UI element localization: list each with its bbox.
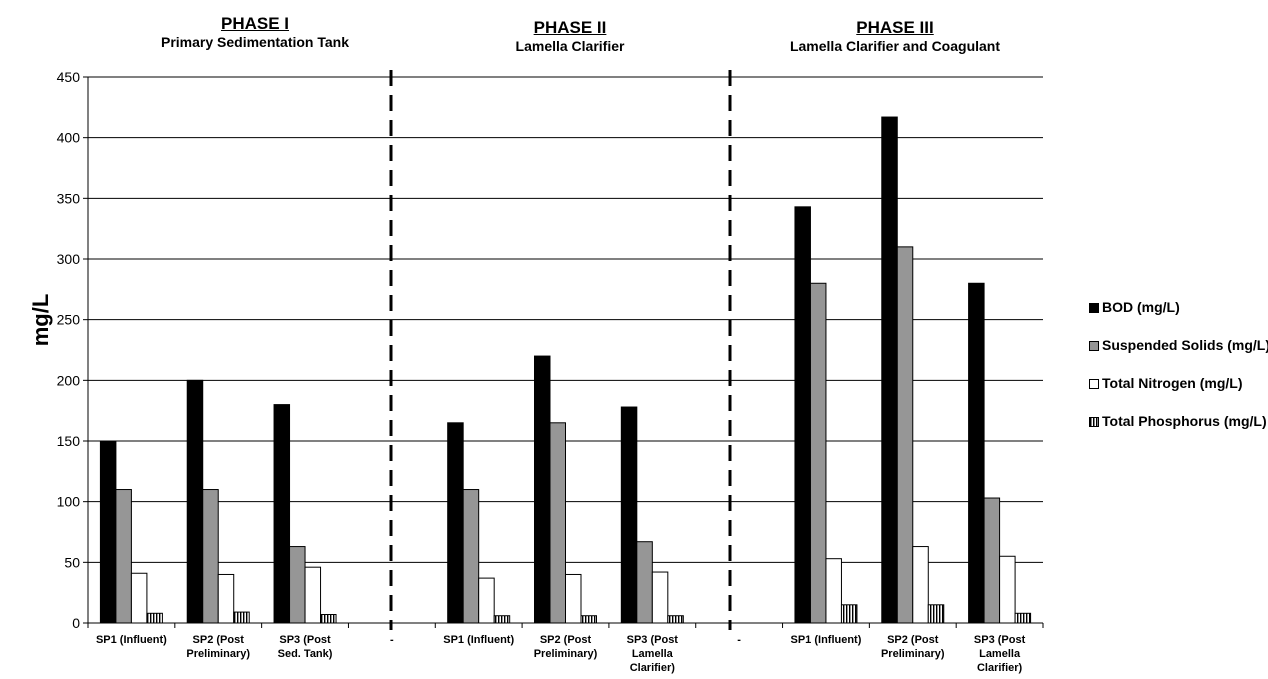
y-tick-label: 250	[57, 312, 81, 328]
legend-swatch-bod	[1089, 303, 1099, 313]
phase-2-heading: PHASE II	[533, 18, 607, 37]
bar-suspended-solids-mg-l-2	[289, 546, 306, 624]
bar-suspended-solids-mg-l-0	[115, 489, 132, 624]
bar-bod-mg-l-1	[186, 379, 204, 624]
x-category-label: SP1 (Influent)	[96, 634, 167, 646]
legend-swatch-total-phosphorus	[1089, 417, 1099, 427]
y-tick-label: 200	[57, 372, 81, 388]
bar-total-phosphorus-mg-l-10	[1014, 612, 1032, 624]
y-axis-label: mg/L	[28, 294, 53, 347]
y-tick-label: 450	[57, 69, 81, 85]
bar-total-phosphorus-mg-l-6	[667, 615, 684, 624]
bar-total-phosphorus-mg-l-9	[927, 604, 945, 624]
y-tick-label: 0	[72, 615, 80, 631]
axes: 0 50 100 150 200 250 300 350 400 450 SP1 (Influent…	[57, 69, 1044, 674]
legend-swatch-suspended-solids	[1089, 341, 1099, 351]
phase-dividers	[389, 70, 732, 630]
bar-bod-mg-l-2	[273, 404, 291, 624]
bar-total-nitrogen-mg-l-9	[912, 546, 929, 624]
phase-1-title: PHASE I Primary Sedimentation Tank	[90, 14, 420, 50]
bar-total-nitrogen-mg-l-1	[217, 573, 235, 624]
bar-suspended-solids-mg-l-4	[462, 489, 480, 624]
bars	[99, 116, 1032, 624]
x-category-label: SP3 (Post Sed. Tank)	[278, 634, 333, 660]
phase-3-title: PHASE III Lamella Clarifier and Coagulan…	[735, 18, 1055, 54]
x-category-label: SP2 (Post Preliminary)	[534, 634, 598, 660]
x-category-label: SP1 (Influent)	[443, 634, 514, 646]
x-category-label: -	[737, 634, 741, 646]
bar-bod-mg-l-10	[968, 282, 985, 624]
phase-2-subtitle: Lamella Clarifier	[515, 38, 625, 54]
legend-label-total-nitrogen: Total Nitrogen (mg/L)	[1102, 375, 1243, 391]
bar-suspended-solids-mg-l-10	[983, 497, 1001, 624]
bar-total-phosphorus-mg-l-2	[320, 614, 337, 624]
bar-total-phosphorus-mg-l-0	[146, 612, 163, 624]
legend-item-total-nitrogen: Total Nitrogen (mg/L)	[1089, 376, 1268, 400]
bar-suspended-solids-mg-l-6	[636, 541, 653, 624]
bar-total-nitrogen-mg-l-4	[478, 577, 495, 624]
bar-bod-mg-l-8	[794, 206, 811, 624]
phase-3-subtitle: Lamella Clarifier and Coagulant	[789, 38, 1001, 54]
bar-total-phosphorus-mg-l-8	[840, 604, 858, 624]
bar-total-phosphorus-mg-l-1	[233, 611, 250, 624]
phase-3-heading: PHASE III	[856, 18, 934, 37]
bar-total-nitrogen-mg-l-2	[304, 566, 322, 624]
bar-total-phosphorus-mg-l-5	[580, 615, 597, 624]
bar-total-phosphorus-mg-l-4	[493, 615, 511, 624]
bar-suspended-solids-mg-l-8	[809, 282, 827, 624]
bar-bod-mg-l-9	[881, 116, 898, 624]
y-tick-label: 150	[57, 433, 81, 449]
y-tick-label: 300	[57, 251, 81, 267]
bar-total-nitrogen-mg-l-6	[651, 571, 669, 624]
bar-total-nitrogen-mg-l-0	[130, 572, 148, 624]
x-category-label: -	[390, 634, 394, 646]
bar-total-nitrogen-mg-l-10	[999, 555, 1016, 624]
phase-2-title: PHASE II Lamella Clarifier	[430, 18, 710, 54]
x-category-label: SP2 (Post Preliminary)	[186, 634, 250, 660]
bar-suspended-solids-mg-l-9	[896, 246, 914, 624]
legend: BOD (mg/L) Suspended Solids (mg/L) Total…	[1089, 300, 1268, 452]
y-tick-label: 50	[64, 554, 80, 570]
x-category-label: SP1 (Influent)	[791, 634, 862, 646]
bar-total-nitrogen-mg-l-5	[565, 573, 582, 624]
legend-item-bod: BOD (mg/L)	[1089, 300, 1268, 324]
bar-bod-mg-l-6	[620, 406, 638, 624]
bar-bod-mg-l-0	[99, 440, 117, 624]
legend-label-total-phosphorus: Total Phosphorus (mg/L)	[1102, 413, 1267, 429]
legend-label-bod: BOD (mg/L)	[1102, 299, 1180, 315]
legend-swatch-total-nitrogen	[1089, 379, 1099, 389]
bar-bod-mg-l-4	[447, 422, 464, 624]
legend-item-total-phosphorus: Total Phosphorus (mg/L)	[1089, 414, 1268, 438]
y-tick-label: 400	[57, 130, 81, 146]
x-category-label: SP3 (Post Lamella Clarifier)	[974, 634, 1026, 674]
x-category-label: SP3 (Post Lamella Clarifier)	[627, 634, 679, 674]
x-category-label: SP2 (Post Preliminary)	[881, 634, 945, 660]
legend-label-suspended-solids: Suspended Solids (mg/L)	[1102, 337, 1268, 353]
phase-1-subtitle: Primary Sedimentation Tank	[160, 34, 349, 50]
y-tick-label: 350	[57, 190, 81, 206]
bar-suspended-solids-mg-l-1	[202, 489, 219, 624]
bar-bod-mg-l-5	[534, 355, 551, 624]
bar-suspended-solids-mg-l-5	[549, 422, 566, 624]
phase-1-heading: PHASE I	[220, 14, 290, 33]
y-tick-label: 100	[57, 494, 81, 510]
bar-total-nitrogen-mg-l-8	[825, 558, 842, 624]
legend-item-suspended-solids: Suspended Solids (mg/L)	[1089, 338, 1268, 362]
